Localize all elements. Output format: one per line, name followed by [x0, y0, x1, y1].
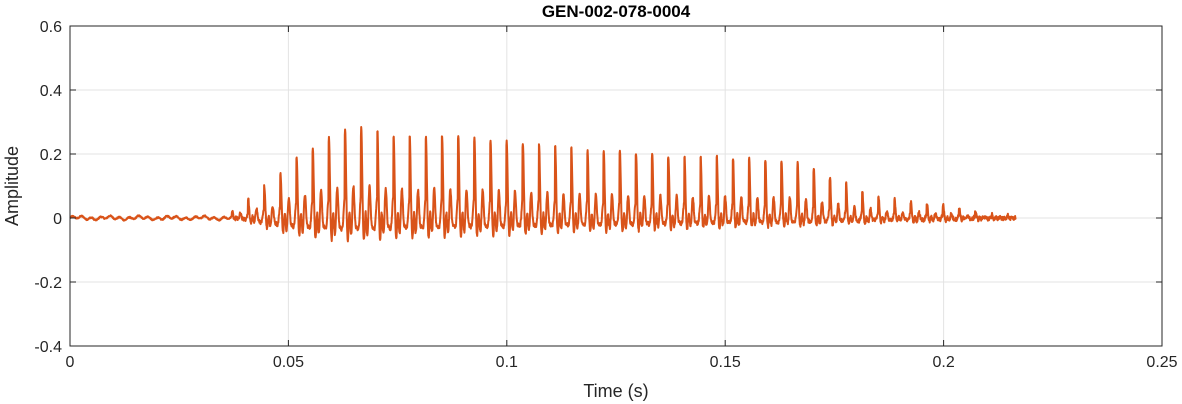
chart-title: GEN-002-078-0004 — [542, 2, 691, 21]
x-tick-label: 0.05 — [273, 354, 304, 371]
x-tick-label: 0 — [66, 354, 75, 371]
waveform-layer — [69, 126, 1017, 243]
plot-frame — [69, 25, 1163, 347]
waveform-line — [69, 126, 1017, 243]
y-axis: -0.4 -0.2 0 0.2 0.4 0.6 — [34, 19, 1162, 356]
y-tick-label: -0.4 — [34, 339, 62, 356]
y-tick-label: 0.2 — [40, 147, 62, 164]
x-axis-label: Time (s) — [583, 381, 648, 401]
x-tick-label: 0.25 — [1146, 354, 1177, 371]
y-axis-label: Amplitude — [2, 146, 22, 226]
x-tick-label: 0.15 — [710, 354, 741, 371]
x-tick-label: 0.2 — [932, 354, 954, 371]
x-axis: 0 0.05 0.1 0.15 0.2 0.25 — [66, 26, 1178, 371]
plot-area — [70, 26, 1162, 346]
y-tick-label: 0.6 — [40, 19, 62, 36]
y-tick-label: -0.2 — [34, 275, 62, 292]
y-tick-label: 0 — [53, 211, 62, 228]
x-tick-label: 0.1 — [496, 354, 518, 371]
y-tick-label: 0.4 — [40, 83, 62, 100]
